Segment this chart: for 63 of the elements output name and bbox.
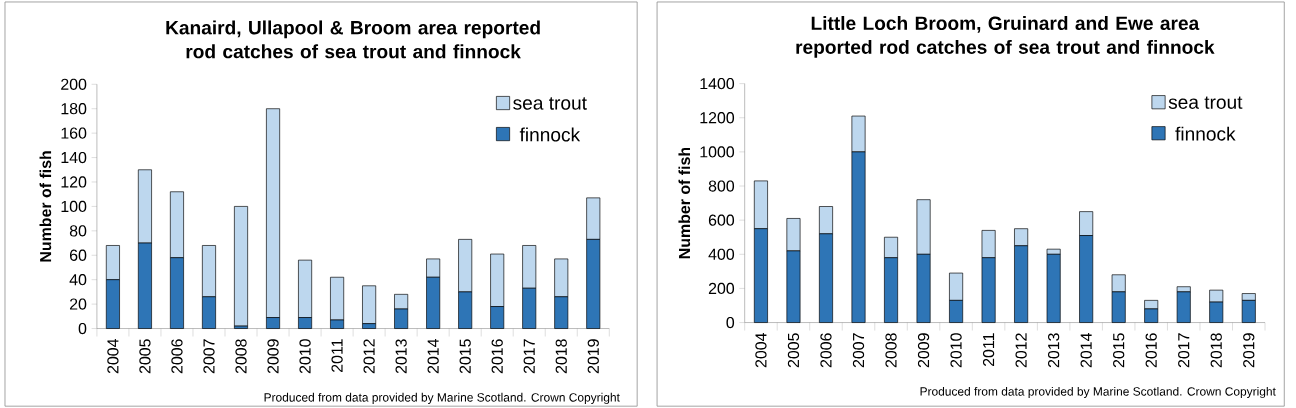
legend-label: sea trout: [1168, 96, 1243, 109]
y-tick-label: 1000: [700, 146, 735, 158]
y-tick-label: 20: [69, 298, 87, 310]
x-tick-label: 2007: [203, 339, 215, 373]
y-tick-label: 60: [70, 249, 87, 261]
y-tick-label: 200: [708, 282, 735, 294]
text: Produced from data provided by Marine Scotland. Crown Copyright: [920, 386, 1276, 398]
x-tick-label: 2008: [885, 333, 897, 367]
y-tick-label: 0: [78, 322, 87, 334]
x-tick-label: 2014: [427, 338, 439, 373]
x-tick-label: 2013: [1048, 333, 1060, 367]
y-axis-title: Number of fish: [39, 150, 52, 262]
y-tick-label: 80: [69, 224, 87, 237]
legend-label: finnock: [1175, 126, 1236, 141]
x-tick-label: 2010: [950, 332, 962, 367]
bar: [234, 205, 248, 327]
x-tick-label: 2013: [395, 339, 407, 373]
y-tick-label: 180: [61, 102, 87, 115]
x-tick-label: 2006: [171, 339, 183, 373]
y-tick-label: 800: [708, 180, 735, 192]
y-axis-title: Number of fish: [678, 147, 691, 258]
y-tick-label: 120: [61, 176, 87, 188]
x-tick-label: 2019: [587, 339, 599, 373]
x-tick-label: 2009: [267, 339, 279, 373]
bar: [1046, 253, 1061, 323]
x-tick-label: 2004: [755, 332, 767, 367]
x-tick-label: 2011: [982, 333, 995, 366]
chart-title: Kanaird, Ullapool & Broom area reported rod catches of sea trout and finnock: [166, 20, 540, 59]
x-tick-label: 2015: [1113, 333, 1125, 367]
x-tick-label: 2016: [1145, 333, 1157, 367]
y-tick-label: 140: [61, 151, 87, 163]
legend-label: finnock: [519, 127, 581, 142]
x-tick-label: 2007: [852, 333, 865, 367]
x-tick-label: 2010: [299, 338, 311, 373]
x-tick-label: 2017: [523, 339, 535, 373]
x-tick-label: 2019: [1243, 333, 1255, 367]
y-tick-label: 0: [726, 316, 735, 328]
x-tick-label: 2005: [139, 338, 151, 373]
text: Produced from data provided by Marine Scotland. Crown Copyright: [264, 392, 620, 404]
y-tick-label: 160: [61, 127, 87, 139]
y-tick-label: 400: [708, 248, 735, 260]
y-tick-label: 200: [61, 78, 87, 90]
x-tick-label: 2018: [1210, 333, 1222, 367]
legend-label: sea trout: [513, 96, 587, 110]
x-tick-label: 2006: [820, 333, 832, 367]
x-tick-label: 2014: [1080, 332, 1092, 367]
y-tick-label: 1200: [700, 111, 735, 124]
x-tick-label: 2016: [491, 339, 503, 373]
x-tick-label: 2005: [787, 333, 800, 367]
x-tick-label: 2017: [1178, 333, 1190, 367]
y-tick-label: 40: [69, 273, 87, 286]
y-tick-label: 600: [708, 214, 735, 226]
x-tick-label: 2018: [555, 339, 567, 373]
x-tick-label: 2008: [235, 339, 247, 373]
x-tick-label: 2009: [917, 333, 930, 367]
x-tick-label: 2004: [107, 338, 119, 373]
y-tick-label: 100: [61, 200, 87, 212]
chart-title: Little Loch Broom, Gruinard and Ewe area reported rod catches of sea trout and finnock: [796, 15, 1215, 58]
x-tick-label: 2012: [1015, 333, 1027, 367]
x-tick-label: 2011: [331, 339, 343, 372]
y-tick-label: 1400: [700, 77, 735, 90]
x-tick-label: 2015: [459, 338, 471, 373]
x-tick-label: 2012: [363, 339, 375, 373]
